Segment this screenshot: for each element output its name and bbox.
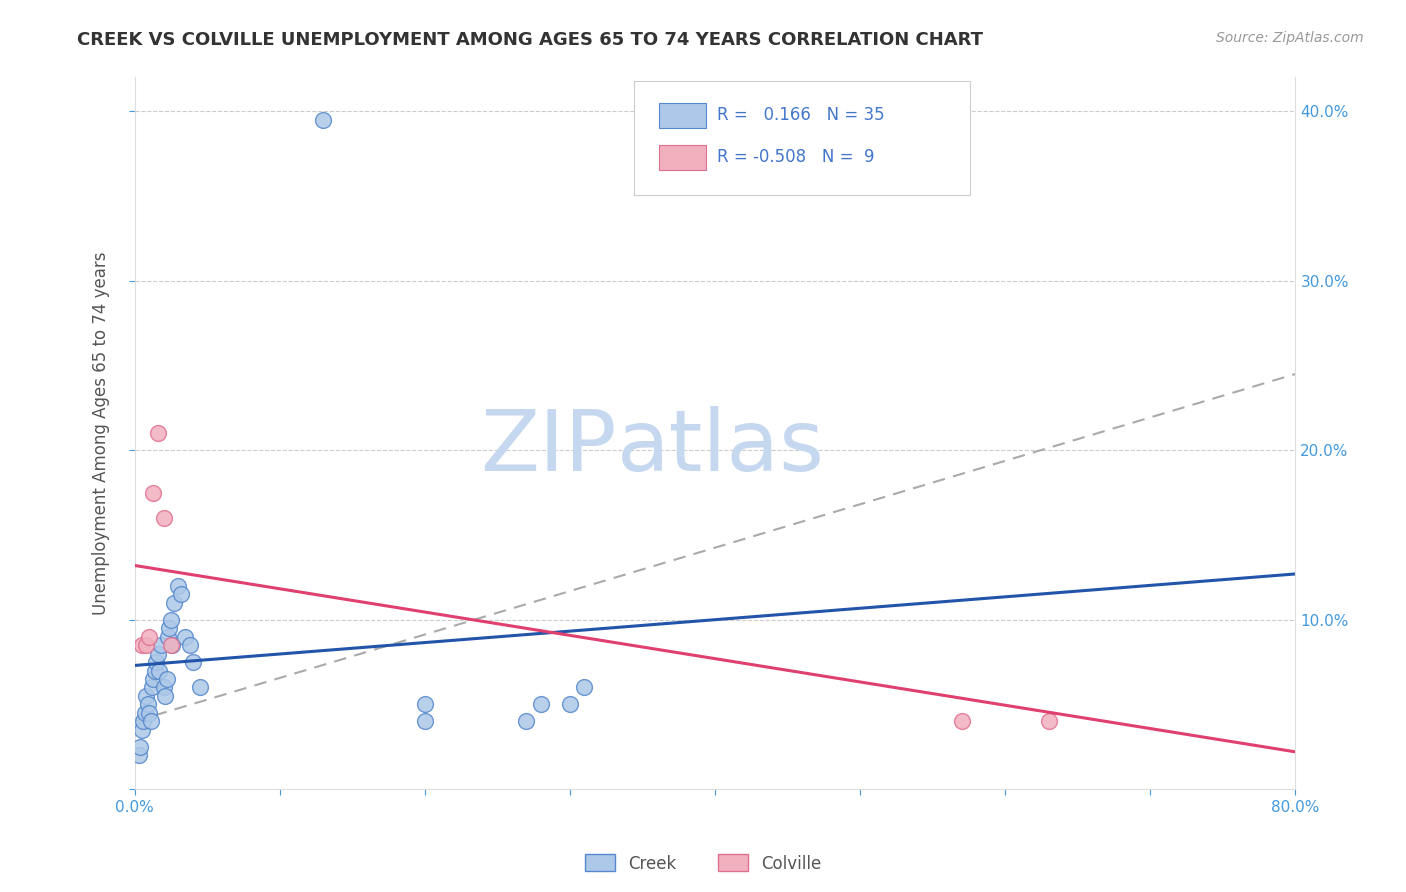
FancyBboxPatch shape — [634, 81, 970, 194]
Legend: Creek, Colville: Creek, Colville — [578, 847, 828, 880]
Point — [142, 485, 165, 500]
Point — [160, 613, 183, 627]
Point — [131, 638, 153, 652]
Point — [167, 579, 190, 593]
Point — [134, 706, 156, 720]
Point — [179, 638, 201, 652]
Point — [413, 714, 436, 729]
FancyBboxPatch shape — [659, 103, 706, 128]
Point — [153, 689, 176, 703]
Point — [128, 748, 150, 763]
Point — [515, 714, 537, 729]
Point — [143, 664, 166, 678]
Point — [159, 621, 181, 635]
Point — [162, 638, 184, 652]
Point — [152, 681, 174, 695]
Point — [135, 689, 157, 703]
Point — [141, 681, 163, 695]
Point — [138, 630, 160, 644]
Point — [139, 714, 162, 729]
Point — [574, 681, 596, 695]
Text: R =   0.166   N = 35: R = 0.166 N = 35 — [717, 106, 884, 124]
Point — [170, 587, 193, 601]
Point — [146, 647, 169, 661]
Text: CREEK VS COLVILLE UNEMPLOYMENT AMONG AGES 65 TO 74 YEARS CORRELATION CHART: CREEK VS COLVILLE UNEMPLOYMENT AMONG AGE… — [77, 31, 983, 49]
Point — [163, 596, 186, 610]
Point — [558, 698, 581, 712]
Point — [131, 723, 153, 737]
Text: Source: ZipAtlas.com: Source: ZipAtlas.com — [1216, 31, 1364, 45]
Point — [156, 630, 179, 644]
Point — [1038, 714, 1060, 729]
Point — [135, 638, 157, 652]
Point — [138, 706, 160, 720]
Point — [188, 681, 211, 695]
Text: atlas: atlas — [616, 406, 824, 489]
Point — [312, 112, 335, 127]
Point — [174, 630, 197, 644]
Point — [152, 511, 174, 525]
Point — [181, 655, 204, 669]
Text: R = -0.508   N =  9: R = -0.508 N = 9 — [717, 148, 875, 166]
Point — [950, 714, 973, 729]
Point — [148, 664, 170, 678]
Point — [142, 672, 165, 686]
Point — [136, 698, 159, 712]
Point — [160, 638, 183, 652]
Point — [155, 672, 177, 686]
Point — [129, 739, 152, 754]
FancyBboxPatch shape — [659, 145, 706, 169]
Point — [413, 698, 436, 712]
Point — [149, 638, 172, 652]
Y-axis label: Unemployment Among Ages 65 to 74 years: Unemployment Among Ages 65 to 74 years — [93, 252, 110, 615]
Point — [132, 714, 155, 729]
Point — [146, 426, 169, 441]
Point — [145, 655, 167, 669]
Text: ZIP: ZIP — [479, 406, 616, 489]
Point — [530, 698, 553, 712]
